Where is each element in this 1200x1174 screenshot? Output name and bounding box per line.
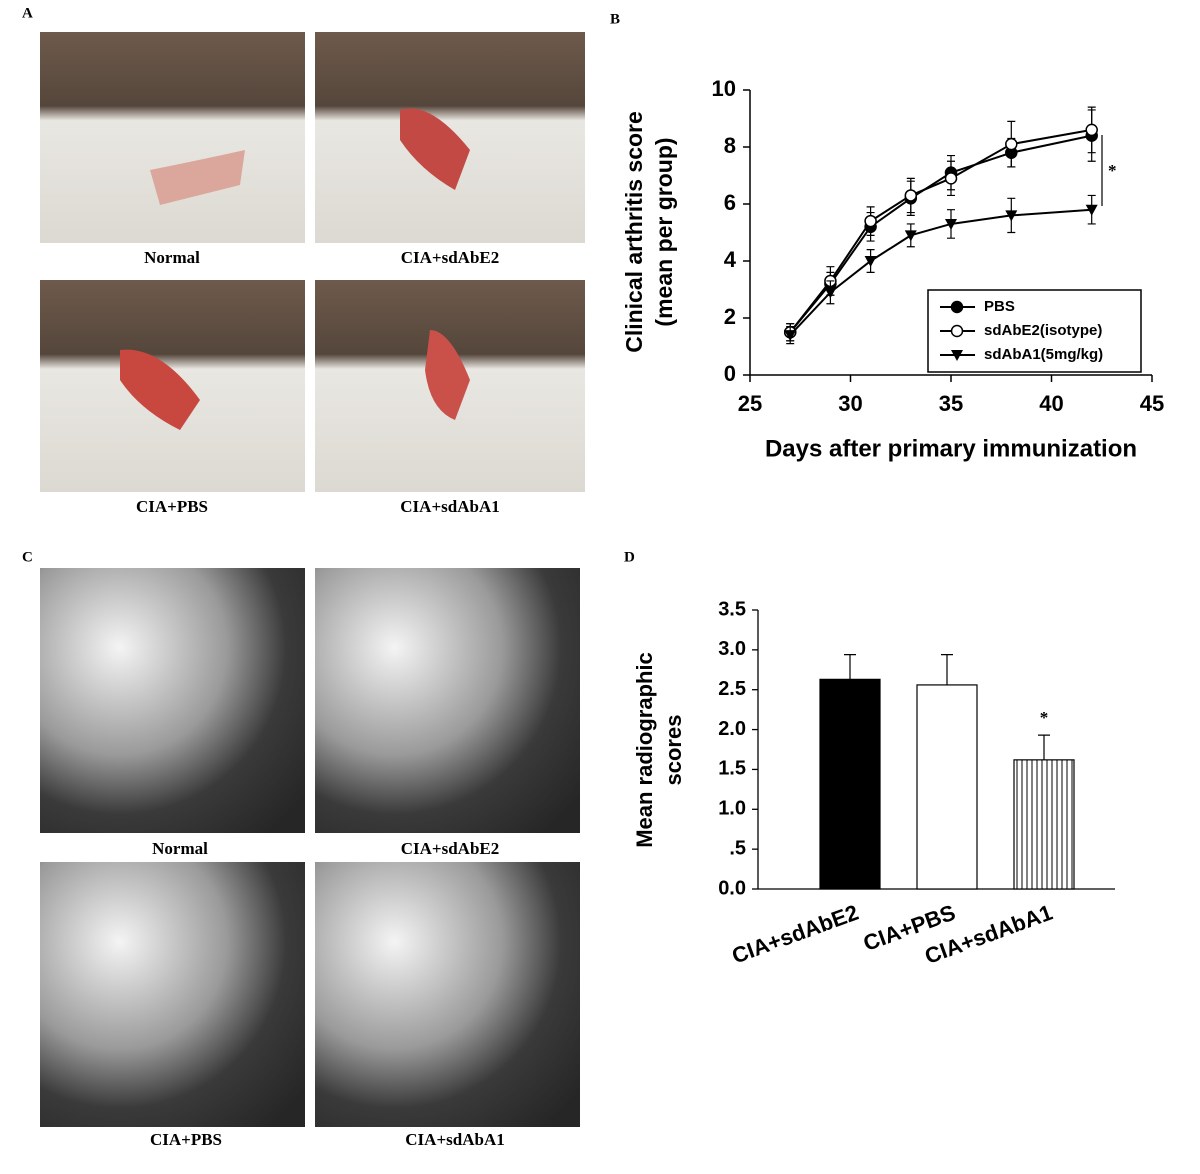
y-axis-label: (mean per group): [651, 137, 677, 326]
y-tick-label: .5: [729, 837, 746, 859]
x-tick-label: 40: [1039, 391, 1063, 416]
legend-label: sdAbA1(5mg/kg): [984, 346, 1103, 363]
marker: [1085, 204, 1098, 216]
panel-label: B: [610, 11, 620, 27]
y-tick-label: 1.0: [718, 798, 746, 820]
y-axis-label: scores: [661, 715, 686, 786]
xray: [40, 862, 305, 1127]
x-tick-label: 25: [738, 391, 762, 416]
photo-caption: CIA+PBS: [136, 497, 208, 516]
panel-label: C: [22, 549, 33, 565]
error-bar: [1038, 734, 1050, 760]
bar: [916, 684, 978, 890]
y-tick-label: 4: [724, 247, 737, 272]
xray-caption: CIA+sdAbE2: [401, 839, 500, 858]
paw: [150, 150, 245, 205]
xray-grid: [40, 568, 580, 1127]
y-tick-label: 2: [724, 304, 736, 329]
xray-caption: CIA+PBS: [150, 1130, 222, 1149]
bar: [819, 678, 881, 890]
y-tick-label: 3.0: [718, 638, 746, 660]
paw: [400, 108, 470, 190]
y-tick-label: 3.5: [718, 598, 746, 620]
xray: [315, 862, 580, 1127]
marker: [1005, 210, 1018, 222]
legend-marker: [950, 324, 964, 338]
xray-caption: Normal: [152, 839, 208, 858]
legend-label: PBS: [984, 298, 1015, 315]
y-tick-label: 6: [724, 190, 736, 215]
annotation: *: [1108, 161, 1117, 180]
x-tick-label: 35: [939, 391, 963, 416]
marker: [904, 189, 918, 202]
xray: [40, 568, 305, 833]
marker: [824, 287, 837, 299]
y-tick-label: 2.0: [718, 718, 746, 740]
marker: [864, 256, 877, 267]
y-tick-label: 0.0: [718, 877, 746, 899]
marker: [944, 172, 958, 185]
error-bar: [844, 654, 856, 680]
y-tick-label: 0: [724, 361, 736, 386]
legend-label: sdAbE2(isotype): [984, 322, 1102, 339]
bar: [1013, 759, 1075, 890]
x-axis-label: Days after primary immunization: [765, 435, 1137, 462]
panel-label: D: [624, 549, 635, 565]
y-axis-label: Clinical arthritis score: [621, 111, 647, 353]
y-tick-label: 8: [724, 133, 736, 158]
y-tick-label: 10: [712, 76, 736, 101]
marker: [904, 230, 917, 242]
paw: [425, 330, 470, 420]
annotation: *: [1040, 708, 1049, 727]
photo-grid: [40, 32, 585, 492]
x-tick-label: 30: [838, 391, 862, 416]
error-bar: [941, 654, 953, 685]
x-tick-label: 45: [1140, 391, 1164, 416]
photo: [40, 32, 305, 243]
photo-caption: Normal: [144, 248, 200, 267]
legend-marker: [950, 300, 964, 314]
marker: [1085, 123, 1098, 137]
marker: [784, 330, 797, 342]
photo-caption: CIA+sdAbE2: [401, 248, 500, 267]
paw: [120, 349, 200, 430]
panel-label: A: [22, 5, 33, 21]
y-tick-label: 1.5: [718, 758, 746, 780]
marker: [1005, 137, 1018, 151]
marker: [864, 214, 877, 228]
legend-marker: [951, 350, 963, 361]
photo-caption: CIA+sdAbA1: [400, 497, 499, 516]
y-axis-label: Mean radiographic: [632, 652, 657, 848]
marker: [945, 218, 957, 230]
xray: [315, 568, 580, 833]
y-tick-label: 2.5: [718, 678, 746, 700]
xray-caption: CIA+sdAbA1: [405, 1130, 504, 1149]
